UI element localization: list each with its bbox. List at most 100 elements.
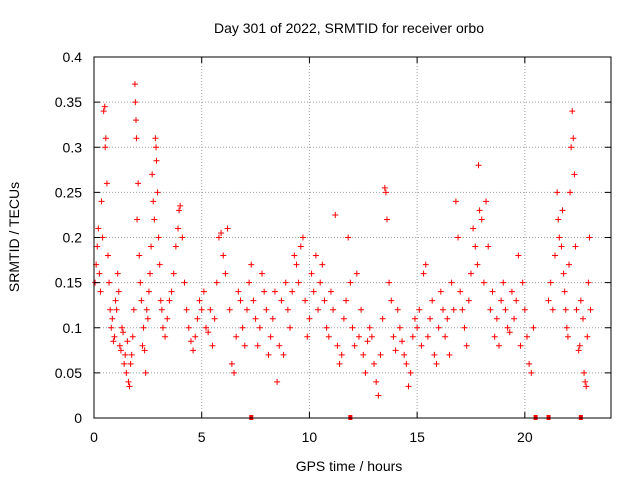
data-point (138, 297, 145, 304)
data-point (362, 369, 369, 376)
data-point (141, 347, 148, 354)
data-point (563, 324, 570, 331)
data-point (448, 279, 455, 286)
data-point (381, 184, 388, 191)
data-point (187, 338, 194, 345)
data-point (241, 342, 248, 349)
data-point (278, 297, 285, 304)
data-point (215, 234, 222, 241)
data-point (140, 324, 147, 331)
data-point (480, 279, 487, 286)
y-tick-label: 0.2 (63, 230, 83, 246)
data-point (162, 333, 169, 340)
data-point (150, 198, 157, 205)
data-point (200, 288, 207, 295)
data-point (457, 288, 464, 295)
data-point (500, 279, 507, 286)
data-point (259, 270, 266, 277)
data-point (559, 207, 566, 214)
data-point (235, 288, 242, 295)
data-point (144, 315, 151, 322)
data-point (455, 234, 462, 241)
data-point (517, 342, 524, 349)
data-point (414, 324, 421, 331)
data-point (483, 198, 490, 205)
data-point (489, 288, 496, 295)
data-point (521, 306, 528, 313)
data-point (166, 297, 173, 304)
data-point (325, 333, 332, 340)
data-point (129, 333, 136, 340)
data-point (103, 180, 110, 187)
data-point (424, 333, 431, 340)
data-point (360, 351, 367, 358)
data-point (581, 369, 588, 376)
x-tick-labels: 0 5 10 15 20 (90, 429, 533, 445)
data-point (401, 351, 408, 358)
data-point (569, 108, 576, 115)
data-point (435, 324, 442, 331)
data-point (152, 135, 159, 142)
x-tick-label: 15 (409, 429, 425, 445)
data-point (108, 324, 115, 331)
data-point (461, 324, 468, 331)
y-axis-label: SRMTID / TECUs (6, 182, 22, 292)
data-point (420, 270, 427, 277)
data-point (98, 198, 105, 205)
data-point (584, 333, 591, 340)
data-point (256, 324, 263, 331)
data-point (267, 333, 274, 340)
data-point (243, 306, 250, 313)
data-point (127, 360, 134, 367)
data-point (555, 216, 562, 223)
y-tick-label: 0.05 (55, 365, 82, 381)
data-point (239, 324, 246, 331)
data-point (96, 270, 103, 277)
data-point (515, 252, 522, 259)
data-point (399, 338, 406, 345)
y-tick-label: 0.25 (55, 184, 82, 200)
data-point (577, 297, 584, 304)
data-point (115, 288, 122, 295)
data-point (153, 157, 160, 164)
data-point (117, 347, 124, 354)
data-point (373, 378, 380, 385)
data-point (433, 360, 440, 367)
data-point (302, 297, 309, 304)
data-point (100, 108, 107, 115)
y-tick-label: 0.35 (55, 94, 82, 110)
data-point (526, 360, 533, 367)
x-tick-label: 0 (90, 429, 98, 445)
data-point (390, 333, 397, 340)
data-point (444, 315, 451, 322)
data-point (422, 261, 429, 268)
data-point (198, 306, 205, 313)
x-axis-label: GPS time / hours (296, 458, 403, 474)
data-point (382, 189, 389, 196)
data-point (585, 279, 592, 286)
data-point (508, 288, 515, 295)
data-point (576, 342, 583, 349)
data-point (130, 306, 137, 313)
data-point (405, 383, 412, 390)
data-point (145, 288, 152, 295)
data-point (102, 144, 109, 151)
data-point (571, 171, 578, 178)
data-point (396, 324, 403, 331)
data-point (196, 297, 203, 304)
data-point (327, 288, 334, 295)
data-point (136, 252, 143, 259)
data-point (248, 261, 255, 268)
data-point (181, 279, 188, 286)
data-point (377, 351, 384, 358)
data-point (485, 243, 492, 250)
data-point (269, 315, 276, 322)
data-point (582, 378, 589, 385)
data-point (554, 189, 561, 196)
data-point (476, 207, 483, 214)
data-point (284, 306, 291, 313)
data-point (513, 297, 520, 304)
data-point (132, 99, 139, 106)
data-point (170, 270, 177, 277)
data-point (185, 324, 192, 331)
